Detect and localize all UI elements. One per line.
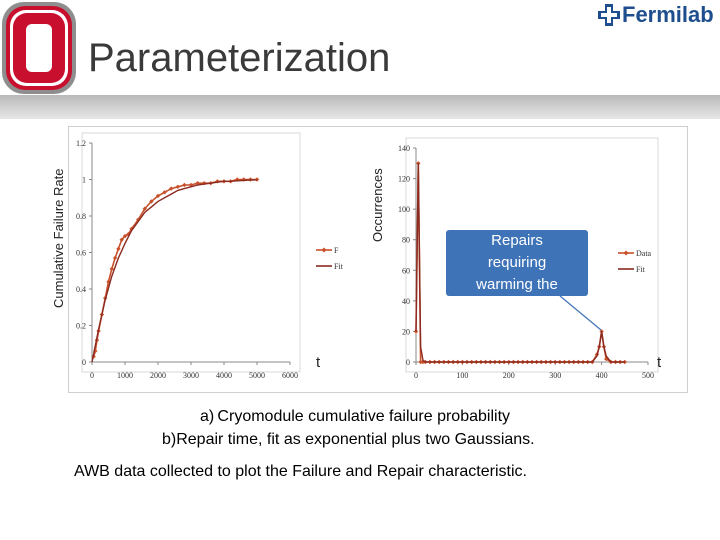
- page-title: Parameterization: [88, 36, 391, 80]
- cumulative-legend-label: Fit: [334, 262, 344, 271]
- repair-y-tick-label: 60: [402, 266, 410, 275]
- repair-data-point: [416, 161, 421, 166]
- cumulative-x-tick-label: 3000: [183, 371, 199, 380]
- cumulative-y-tick-label: 0.8: [76, 212, 86, 221]
- cumulative-y-tick-label: 0.6: [76, 249, 86, 258]
- cumulative-data-point: [162, 190, 167, 195]
- cumulative-chart: 0 0.2 0.4 0.6 0.8 1 1.2 0 1000 2000 3000 4000 5000 60…: [76, 132, 344, 380]
- cumulative-x-tick-label: 2000: [150, 371, 166, 380]
- cumulative-data-point: [169, 186, 174, 191]
- repair-y-tick-label: 120: [398, 175, 410, 184]
- cumulative-x-tick-label: 1000: [117, 371, 133, 380]
- repairs-callout: Repairs requiring warming the CM: [446, 230, 588, 296]
- cumulative-y-tick-label: 0.4: [76, 285, 86, 294]
- cumulative-series-f-line: [92, 178, 257, 357]
- repair-y-tick-label: 140: [398, 144, 410, 153]
- cumulative-data-point: [112, 255, 118, 261]
- repair-y-tick-label: 40: [402, 297, 410, 306]
- repair-x-tick-label: 200: [503, 371, 515, 380]
- repair-y-tick-label: 0: [406, 358, 410, 367]
- cumulative-data-point: [119, 237, 124, 242]
- callout-line-2: requiring: [487, 254, 547, 271]
- callout-pointer: [559, 295, 602, 331]
- cumulative-y-tick-label: 1: [82, 176, 86, 185]
- repair-x-tick-label: 500: [642, 371, 654, 380]
- ohio-state-logo: [2, 2, 76, 94]
- repair-legend-label: Data: [636, 249, 652, 258]
- callout-line-3: warming the: [476, 276, 558, 293]
- caption-a: a) Cryomodule cumulative failure probabi…: [200, 408, 511, 425]
- caption-c: AWB data collected to plot the Failure a…: [74, 463, 527, 480]
- cumulative-data-point: [149, 199, 154, 204]
- repair-plot-border: [405, 137, 659, 373]
- cumulative-data-point: [182, 182, 187, 188]
- repair-x-tick-label: 400: [596, 371, 608, 380]
- cumulative-plot-border: [81, 132, 301, 373]
- cumulative-y-tick-label: 0: [82, 358, 86, 367]
- cumulative-data-point: [116, 246, 121, 252]
- repair-chart: 0 20 40 60 80 100 120 140 0 100 200 300 400 500 Data Fi…: [398, 137, 659, 380]
- repair-x-tick-label: 0: [414, 371, 418, 380]
- repair-y-tick-label: 100: [398, 205, 410, 214]
- repair-data-point: [418, 359, 423, 365]
- cumulative-x-tick-label: 0: [90, 371, 94, 380]
- header-divider-bar: [0, 95, 720, 119]
- cumulative-y-axis-label: Cumulative Failure Rate: [51, 168, 66, 308]
- callout-line-1: Repairs: [491, 232, 543, 249]
- cumulative-x-tick-label: 4000: [216, 371, 232, 380]
- repair-legend-label: Fit: [636, 265, 646, 274]
- repair-x-tick-label: 300: [549, 371, 561, 380]
- cumulative-data-point: [109, 266, 114, 272]
- right-x-axis-label: t: [657, 354, 662, 371]
- cumulative-x-tick-label: 6000: [282, 371, 298, 380]
- caption-b: b)Repair time, fit as exponential plus t…: [162, 431, 535, 448]
- cumulative-data-point: [175, 184, 180, 189]
- cumulative-legend-marker: [321, 247, 327, 253]
- repair-y-tick-label: 20: [402, 327, 410, 336]
- cumulative-x-tick-label: 5000: [249, 371, 265, 380]
- cumulative-y-tick-label: 1.2: [76, 139, 86, 148]
- cumulative-data-point: [155, 193, 161, 199]
- repair-y-tick-label: 80: [402, 236, 410, 245]
- repair-x-tick-label: 100: [456, 371, 468, 380]
- cumulative-series-fit-line: [91, 179, 258, 363]
- cumulative-data-point: [142, 206, 147, 211]
- fermilab-logo-icon: [598, 4, 620, 26]
- fermilab-logo-text: Fermilab: [622, 2, 714, 27]
- repair-legend-marker: [623, 250, 629, 256]
- cumulative-y-tick-label: 0.2: [76, 322, 86, 331]
- repair-data-point: [413, 329, 419, 334]
- occurrences-y-axis-label: Occurrences: [370, 168, 385, 242]
- cumulative-legend-label: F: [334, 246, 339, 255]
- repair-series-fit-line: [415, 163, 625, 363]
- cumulative-data-point: [122, 233, 128, 239]
- left-x-axis-label: t: [316, 354, 321, 371]
